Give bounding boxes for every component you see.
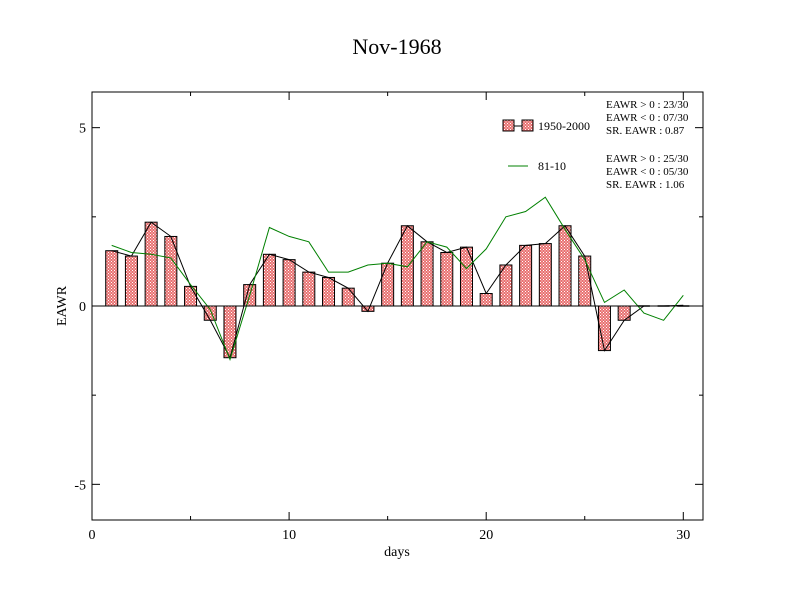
x-tick-label-10: 10 bbox=[282, 528, 296, 543]
axes-group: 0 10 20 30 -5 0 5 bbox=[74, 92, 703, 543]
bar-25 bbox=[578, 255, 592, 307]
bar-2 bbox=[124, 255, 138, 307]
lines-group bbox=[111, 196, 684, 362]
bar-3 bbox=[144, 221, 158, 307]
series-line-81-10 bbox=[111, 196, 684, 362]
series-line-1950-2000 bbox=[111, 221, 684, 360]
x-tick-label-20: 20 bbox=[479, 528, 493, 543]
bar-15 bbox=[381, 262, 395, 307]
stats-81-10-sr: SR. EAWR : 1.06 bbox=[606, 179, 685, 191]
y-tick-label--5: -5 bbox=[74, 478, 86, 493]
legend-81-10-label: 81-10 bbox=[538, 159, 566, 173]
x-tick-label-0: 0 bbox=[89, 528, 96, 543]
bar-13 bbox=[341, 287, 355, 307]
stats-1950-2000: EAWR > 0 : 23/30 EAWR < 0 : 07/30 SR. EA… bbox=[606, 99, 688, 138]
bar-27 bbox=[617, 305, 631, 321]
bar-20 bbox=[479, 293, 493, 307]
stats-81-10-positive: EAWR > 0 : 25/30 bbox=[606, 153, 689, 165]
legend-1950-2000-swatch-right bbox=[521, 119, 534, 132]
stats-81-10-negative: EAWR < 0 : 05/30 bbox=[606, 166, 689, 178]
bar-9 bbox=[262, 253, 276, 307]
y-tick-label-5: 5 bbox=[79, 122, 86, 137]
stats-1950-2000-negative: EAWR < 0 : 07/30 bbox=[606, 112, 689, 124]
bar-22 bbox=[519, 244, 533, 307]
stats-81-10: EAWR > 0 : 25/30 EAWR < 0 : 05/30 SR. EA… bbox=[606, 153, 688, 192]
chart-title: Nov-1968 bbox=[352, 34, 441, 59]
stats-1950-2000-positive: EAWR > 0 : 23/30 bbox=[606, 99, 689, 111]
x-axis-label: days bbox=[384, 545, 410, 560]
y-tick-label-0: 0 bbox=[79, 300, 86, 315]
y-axis-label: EAWR bbox=[55, 285, 70, 326]
bar-11 bbox=[302, 271, 316, 307]
legend-1950-2000-label: 1950-2000 bbox=[538, 119, 590, 133]
stats-1950-2000-sr: SR. EAWR : 0.87 bbox=[606, 125, 685, 137]
legend-1950-2000-swatch-left bbox=[502, 119, 515, 132]
bar-18 bbox=[440, 252, 454, 307]
legend: 1950-2000 81-10 bbox=[502, 119, 590, 173]
bar-12 bbox=[322, 276, 336, 307]
x-tick-label-30: 30 bbox=[676, 528, 690, 543]
bar-1 bbox=[105, 250, 119, 307]
bar-23 bbox=[538, 243, 552, 307]
bar-10 bbox=[282, 259, 296, 307]
bar-24 bbox=[558, 225, 572, 307]
bar-17 bbox=[420, 241, 434, 307]
